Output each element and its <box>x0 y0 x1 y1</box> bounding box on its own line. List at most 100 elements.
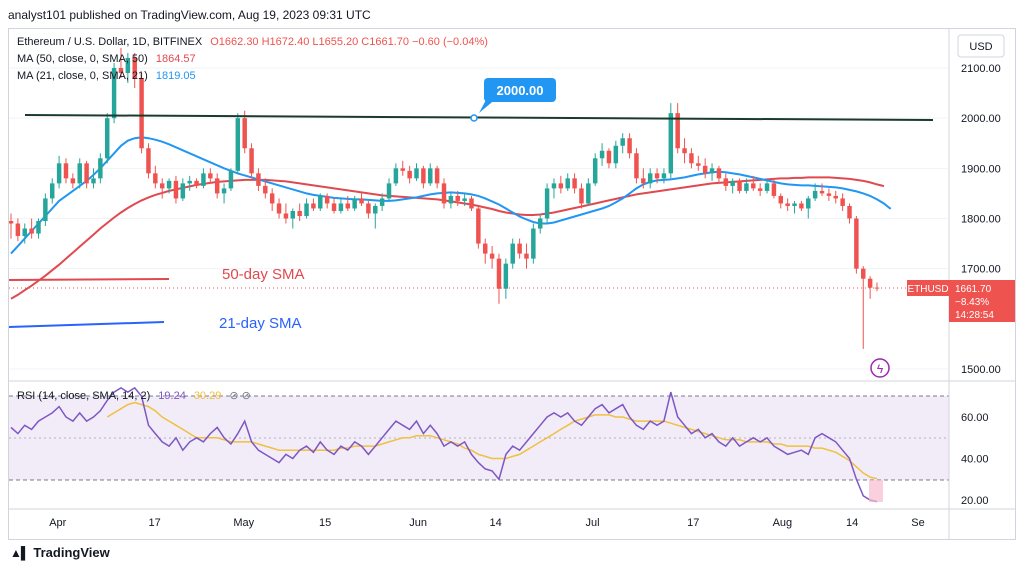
candle-body[interactable] <box>304 203 309 216</box>
candle-body[interactable] <box>455 195 460 201</box>
candle-body[interactable] <box>345 203 351 209</box>
candle-body[interactable] <box>531 228 536 259</box>
candle-body[interactable] <box>524 253 529 259</box>
candle-body[interactable] <box>634 153 639 179</box>
candle-body[interactable] <box>723 178 729 186</box>
candle-body[interactable] <box>441 183 447 204</box>
candle-body[interactable] <box>414 168 419 179</box>
candle-body[interactable] <box>778 195 784 204</box>
candle-body[interactable] <box>751 183 756 189</box>
candle-body[interactable] <box>613 145 619 164</box>
candle-body[interactable] <box>125 57 131 74</box>
candle-body[interactable] <box>510 243 515 264</box>
candle-body[interactable] <box>9 221 14 224</box>
candle-body[interactable] <box>682 148 687 154</box>
candle-body[interactable] <box>173 180 179 199</box>
candle-body[interactable] <box>338 203 344 211</box>
candle-body[interactable] <box>187 180 192 184</box>
candle-body[interactable] <box>373 205 378 214</box>
candle-body[interactable] <box>462 198 467 201</box>
candle-body[interactable] <box>366 203 371 214</box>
candle-body[interactable] <box>551 183 557 189</box>
candle-body[interactable] <box>647 173 653 184</box>
candle-body[interactable] <box>400 168 405 171</box>
lightning-icon[interactable] <box>870 358 890 378</box>
candle-body[interactable] <box>826 193 832 196</box>
candle-body[interactable] <box>208 173 213 179</box>
candle-body[interactable] <box>228 170 234 189</box>
candle-body[interactable] <box>544 188 550 219</box>
candle-body[interactable] <box>63 163 69 179</box>
candle-body[interactable] <box>221 188 227 194</box>
candle-body[interactable] <box>496 258 502 289</box>
candle-body[interactable] <box>572 178 577 189</box>
chart-frame[interactable]: 2100.00 2000.00 1900.00 1800.00 1700.00 1500.… <box>8 28 1016 540</box>
candle-body[interactable] <box>606 150 612 164</box>
candle-body[interactable] <box>421 168 426 184</box>
candle-body[interactable] <box>118 68 124 74</box>
candle-body[interactable] <box>675 113 680 149</box>
candle-body[interactable] <box>668 113 674 174</box>
candle-body[interactable] <box>579 188 584 204</box>
candle-body[interactable] <box>256 173 261 186</box>
candle-body[interactable] <box>132 57 137 79</box>
candle-body[interactable] <box>867 278 873 288</box>
candle-body[interactable] <box>297 210 302 216</box>
candle-body[interactable] <box>448 195 454 204</box>
candle-body[interactable] <box>730 180 735 186</box>
candle-body[interactable] <box>324 195 330 204</box>
level-callout-box[interactable] <box>484 78 556 102</box>
candle-body[interactable] <box>489 253 495 259</box>
candle-body[interactable] <box>483 243 488 254</box>
candle-body[interactable] <box>737 180 742 191</box>
candle-body[interactable] <box>476 208 481 244</box>
candle-body[interactable] <box>661 173 667 179</box>
candle-body[interactable] <box>771 183 777 196</box>
candle-body[interactable] <box>91 178 96 184</box>
candle-body[interactable] <box>111 68 117 119</box>
currency-button[interactable] <box>957 34 1005 58</box>
candle-body[interactable] <box>764 183 770 191</box>
candle-body[interactable] <box>689 153 694 164</box>
candle-body[interactable] <box>819 190 825 194</box>
candle-body[interactable] <box>139 78 144 149</box>
candle-body[interactable] <box>806 198 811 209</box>
candle-body[interactable] <box>641 178 646 184</box>
candle-body[interactable] <box>146 148 151 174</box>
candle-body[interactable] <box>194 180 199 186</box>
candle-body[interactable] <box>654 173 660 179</box>
candle-body[interactable] <box>558 183 564 189</box>
candle-body[interactable] <box>318 195 323 209</box>
candle-body[interactable] <box>283 213 289 219</box>
candle-body[interactable] <box>428 168 433 184</box>
chart-svg[interactable]: 2100.00 2000.00 1900.00 1800.00 1700.00 1500.… <box>9 29 1015 539</box>
candle-body[interactable] <box>311 203 316 209</box>
candle-body[interactable] <box>235 118 241 171</box>
candle-body[interactable] <box>620 138 625 146</box>
candle-body[interactable] <box>799 203 804 209</box>
candle-body[interactable] <box>15 223 21 237</box>
candle-body[interactable] <box>214 178 220 194</box>
candle-body[interactable] <box>407 170 412 179</box>
resistance-anchor-dot[interactable] <box>470 114 478 122</box>
candle-body[interactable] <box>709 168 715 174</box>
candle-body[interactable] <box>386 183 392 199</box>
level-callout[interactable]: 2000.00 <box>479 78 556 113</box>
candle-body[interactable] <box>434 168 440 184</box>
candle-body[interactable] <box>263 185 268 194</box>
candle-body[interactable] <box>180 183 186 199</box>
candle-body[interactable] <box>104 118 110 159</box>
candle-body[interactable] <box>785 203 790 206</box>
candle-body[interactable] <box>352 198 357 209</box>
candle-body[interactable] <box>43 198 48 222</box>
candle-body[interactable] <box>166 180 172 189</box>
candle-body[interactable] <box>744 183 749 191</box>
tradingview-footer[interactable]: ▲▌ TradingView <box>10 545 110 560</box>
candle-body[interactable] <box>716 168 722 179</box>
candle-body[interactable] <box>249 148 254 174</box>
resistance-line-2000[interactable] <box>24 114 934 121</box>
candle-body[interactable] <box>854 218 859 269</box>
candle-body[interactable] <box>627 138 632 154</box>
candle-body[interactable] <box>517 243 522 254</box>
candle-body[interactable] <box>379 198 385 206</box>
